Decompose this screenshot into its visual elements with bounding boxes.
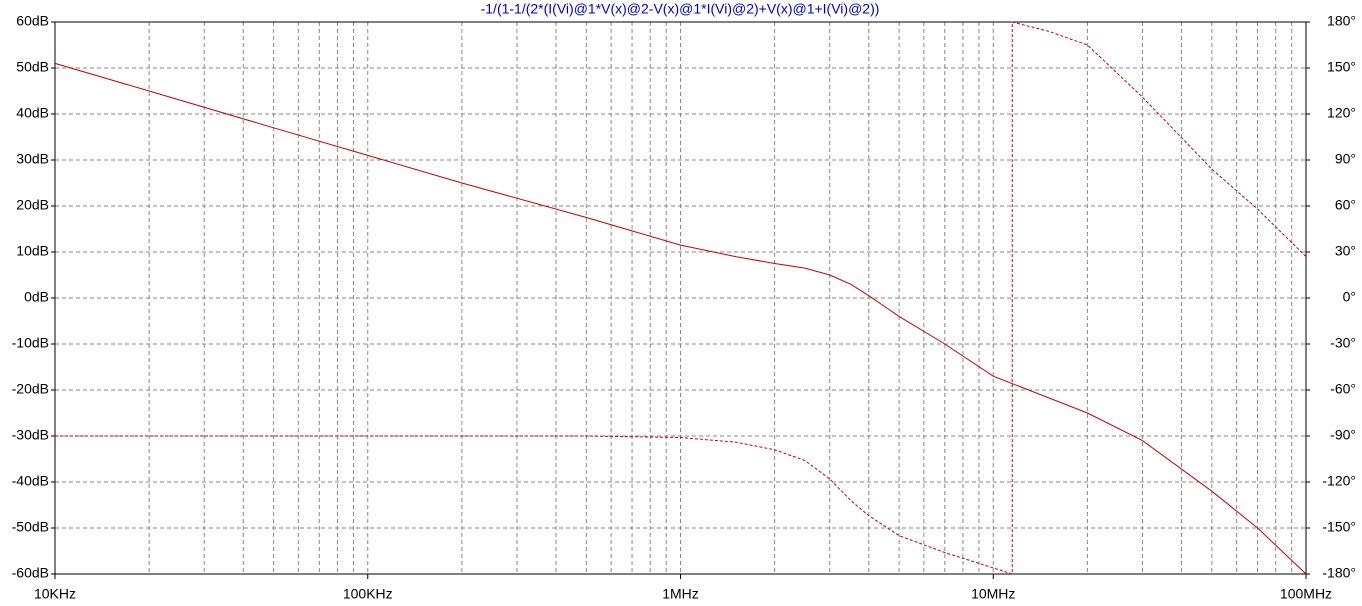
y2-tick-label: 0° (1343, 289, 1356, 305)
x-tick-label: 100KHz (343, 586, 393, 602)
y-tick-label: -10dB (12, 335, 49, 351)
y-tick-label: -40dB (12, 473, 49, 489)
y-tick-label: 0dB (24, 289, 49, 305)
y-tick-label: -30dB (12, 427, 49, 443)
y-tick-label: 20dB (16, 197, 49, 213)
x-tick-label: 10KHz (34, 586, 76, 602)
y-tick-label: 40dB (16, 105, 49, 121)
plot-frame (54, 21, 1307, 575)
y2-tick-label: -90° (1330, 427, 1356, 443)
y2-tick-label: 60° (1335, 197, 1356, 213)
y2-tick-label: 30° (1335, 243, 1356, 259)
y2-tick-label: -150° (1322, 519, 1356, 535)
y2-tick-label: -60° (1330, 381, 1356, 397)
y2-tick-label: -30° (1330, 335, 1356, 351)
x-tick-label: 100MHz (1280, 586, 1332, 602)
y2-tick-label: -120° (1322, 473, 1356, 489)
x-tick-label: 1MHz (662, 586, 699, 602)
y-tick-label: -20dB (12, 381, 49, 397)
x-tick-label: 10MHz (971, 586, 1015, 602)
chart-title: -1/(1-1/(2*(I(Vi)@1*V(x)@2-V(x)@1*I(Vi)@… (481, 1, 880, 17)
magnitude-line (54, 62, 1307, 575)
y2-tick-label: 90° (1335, 151, 1356, 167)
y-tick-label: -50dB (12, 519, 49, 535)
y-tick-label: 60dB (16, 13, 49, 29)
y2-tick-label: 150° (1327, 59, 1356, 75)
y2-tick-label: 180° (1327, 13, 1356, 29)
y-tick-label: -60dB (12, 565, 49, 581)
y-tick-label: 10dB (16, 243, 49, 259)
y2-tick-label: 120° (1327, 105, 1356, 121)
y-tick-label: 50dB (16, 59, 49, 75)
y2-tick-label: -180° (1322, 565, 1356, 581)
y-tick-label: 30dB (16, 151, 49, 167)
